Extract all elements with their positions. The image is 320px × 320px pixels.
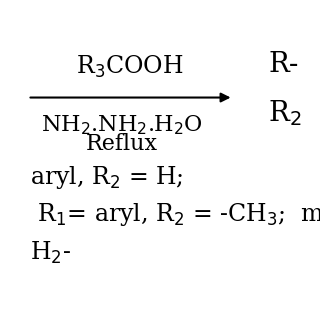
Text: R-: R- bbox=[268, 51, 299, 78]
Text: H$_2$-: H$_2$- bbox=[30, 240, 71, 266]
Text: R$_3$COOH: R$_3$COOH bbox=[76, 54, 183, 80]
Text: R$_1$= aryl, R$_2$ = -CH$_3$;  mo: R$_1$= aryl, R$_2$ = -CH$_3$; mo bbox=[30, 201, 320, 228]
Text: NH$_2$.NH$_2$.H$_2$O: NH$_2$.NH$_2$.H$_2$O bbox=[41, 114, 203, 137]
Text: R$_2$: R$_2$ bbox=[268, 99, 302, 128]
Text: Reflux: Reflux bbox=[86, 133, 158, 155]
Text: aryl, R$_2$ = H;: aryl, R$_2$ = H; bbox=[30, 164, 184, 191]
